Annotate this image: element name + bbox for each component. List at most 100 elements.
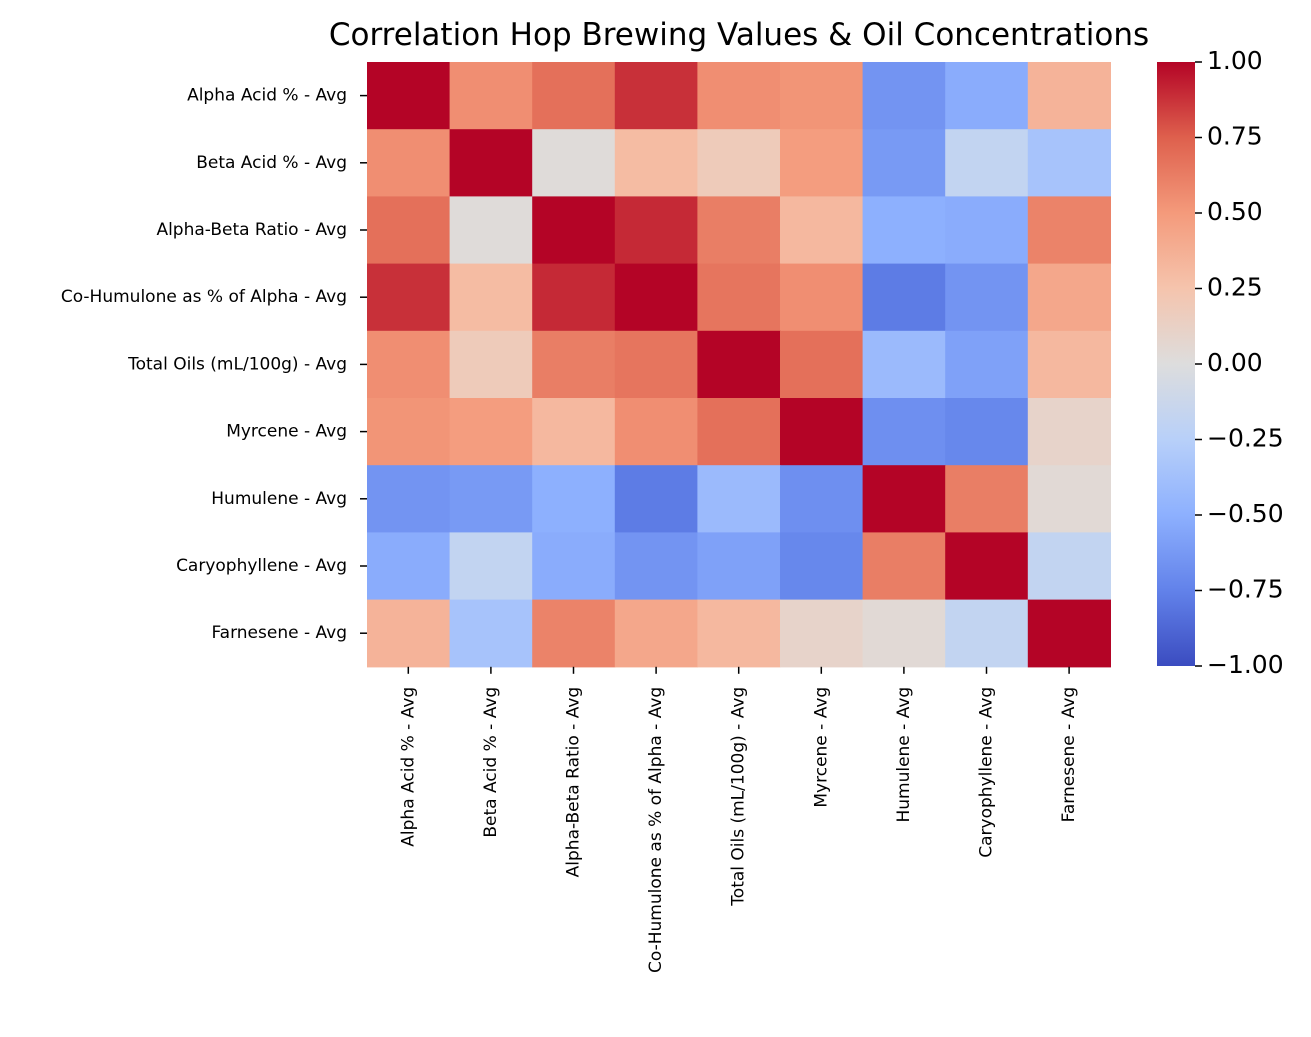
heatmap-cell (449, 532, 533, 601)
heatmap-cell (697, 398, 781, 466)
heatmap-cell (780, 196, 864, 265)
row-label: Farnesene - Avg (211, 623, 347, 643)
row-label: Humulene - Avg (211, 489, 347, 509)
heatmap-cell (532, 330, 616, 399)
heatmap-cell (862, 398, 946, 466)
heatmap-cells (367, 62, 1111, 668)
heatmap-cell (532, 62, 616, 130)
row-label: Alpha Acid % - Avg (187, 86, 347, 106)
heatmap-cell (449, 129, 533, 197)
heatmap-cell (862, 465, 946, 533)
heatmap-cell (697, 465, 781, 533)
heatmap-cell (1027, 263, 1111, 332)
heatmap-cell (697, 599, 781, 668)
heatmap-cell (367, 398, 451, 466)
heatmap-cell (862, 330, 946, 399)
row-label: Caryophyllene - Avg (176, 556, 347, 576)
heatmap-cell (532, 398, 616, 466)
heatmap-cell (614, 196, 698, 265)
column-label: Alpha Acid % - Avg (398, 687, 418, 847)
row-labels: Alpha Acid % - Avg Beta Acid % - Avg Alpha… (61, 86, 367, 643)
heatmap-cell (945, 129, 1029, 197)
heatmap-cell (367, 330, 451, 399)
heatmap-cell (780, 62, 864, 130)
heatmap-cell (614, 532, 698, 601)
colorbar-tick-label: −0.50 (1207, 499, 1284, 528)
row-label: Myrcene - Avg (226, 422, 347, 442)
chart-title: Correlation Hop Brewing Values & Oil Con… (329, 17, 1149, 53)
heatmap-cell (532, 599, 616, 668)
heatmap-cell (614, 263, 698, 332)
heatmap-cell (1027, 196, 1111, 265)
heatmap-cell (945, 398, 1029, 466)
colorbar-tick-label: 1.00 (1207, 46, 1263, 75)
column-label: Total Oils (mL/100g) - Avg (729, 687, 749, 907)
heatmap-cell (1027, 398, 1111, 466)
column-labels: Alpha Acid % - Avg Beta Acid % - Avg Alpha… (398, 666, 1079, 973)
heatmap-cell (862, 196, 946, 265)
heatmap-cell (614, 599, 698, 668)
heatmap-cell (367, 465, 451, 533)
heatmap-cell (449, 62, 533, 130)
heatmap-cell (1027, 465, 1111, 533)
heatmap-cell (780, 263, 864, 332)
heatmap-cell (697, 532, 781, 601)
colorbar-gradient (1157, 62, 1195, 666)
heatmap-cell (945, 62, 1029, 130)
heatmap-cell (862, 62, 946, 130)
heatmap-cell (449, 263, 533, 332)
heatmap-cell (449, 599, 533, 668)
heatmap-cell (697, 62, 781, 130)
column-label: Myrcene - Avg (811, 687, 831, 808)
heatmap-cell (697, 196, 781, 265)
column-label: Beta Acid % - Avg (481, 687, 501, 838)
heatmap-cell (1027, 330, 1111, 399)
column-label: Farnesene - Avg (1059, 687, 1079, 823)
heatmap-cell (1027, 532, 1111, 601)
heatmap-cell (697, 263, 781, 332)
row-label: Total Oils (mL/100g) - Avg (127, 354, 347, 374)
heatmap-cell (945, 196, 1029, 265)
heatmap-cell (862, 599, 946, 668)
heatmap-cell (945, 330, 1029, 399)
heatmap-cell (614, 398, 698, 466)
heatmap-cell (532, 465, 616, 533)
heatmap-cell (367, 62, 451, 130)
heatmap-cell (449, 465, 533, 533)
colorbar-tick-label: −0.25 (1207, 424, 1284, 453)
heatmap-cell (780, 129, 864, 197)
row-label: Beta Acid % - Avg (196, 153, 347, 173)
colorbar-tick-label: 0.25 (1207, 273, 1263, 302)
heatmap-cell (780, 330, 864, 399)
heatmap-cell (697, 129, 781, 197)
heatmap-cell (367, 263, 451, 332)
heatmap-cell (532, 196, 616, 265)
heatmap-cell (614, 62, 698, 130)
column-label: Caryophyllene - Avg (977, 687, 997, 858)
colorbar-tick-label: 0.75 (1207, 122, 1263, 151)
heatmap-cell (367, 532, 451, 601)
column-label: Co-Humulone as % of Alpha - Avg (646, 687, 666, 973)
heatmap-cell (614, 129, 698, 197)
heatmap-cell (697, 330, 781, 399)
heatmap-cell (945, 263, 1029, 332)
heatmap-cell (945, 532, 1029, 601)
heatmap-cell (532, 532, 616, 601)
heatmap-cell (945, 599, 1029, 668)
heatmap-cell (614, 330, 698, 399)
heatmap-cell (945, 465, 1029, 533)
row-label: Alpha-Beta Ratio - Avg (156, 220, 347, 240)
heatmap-cell (780, 532, 864, 601)
heatmap-cell (780, 599, 864, 668)
heatmap-cell (1027, 62, 1111, 130)
colorbar-tick-label: 0.00 (1207, 348, 1263, 377)
heatmap-cell (367, 599, 451, 668)
row-label: Co-Humulone as % of Alpha - Avg (61, 287, 347, 307)
heatmap-cell (780, 465, 864, 533)
heatmap-cell (862, 263, 946, 332)
colorbar-tick-label: −1.00 (1207, 650, 1284, 679)
heatmap-cell (780, 398, 864, 466)
column-label: Humulene - Avg (894, 687, 914, 823)
